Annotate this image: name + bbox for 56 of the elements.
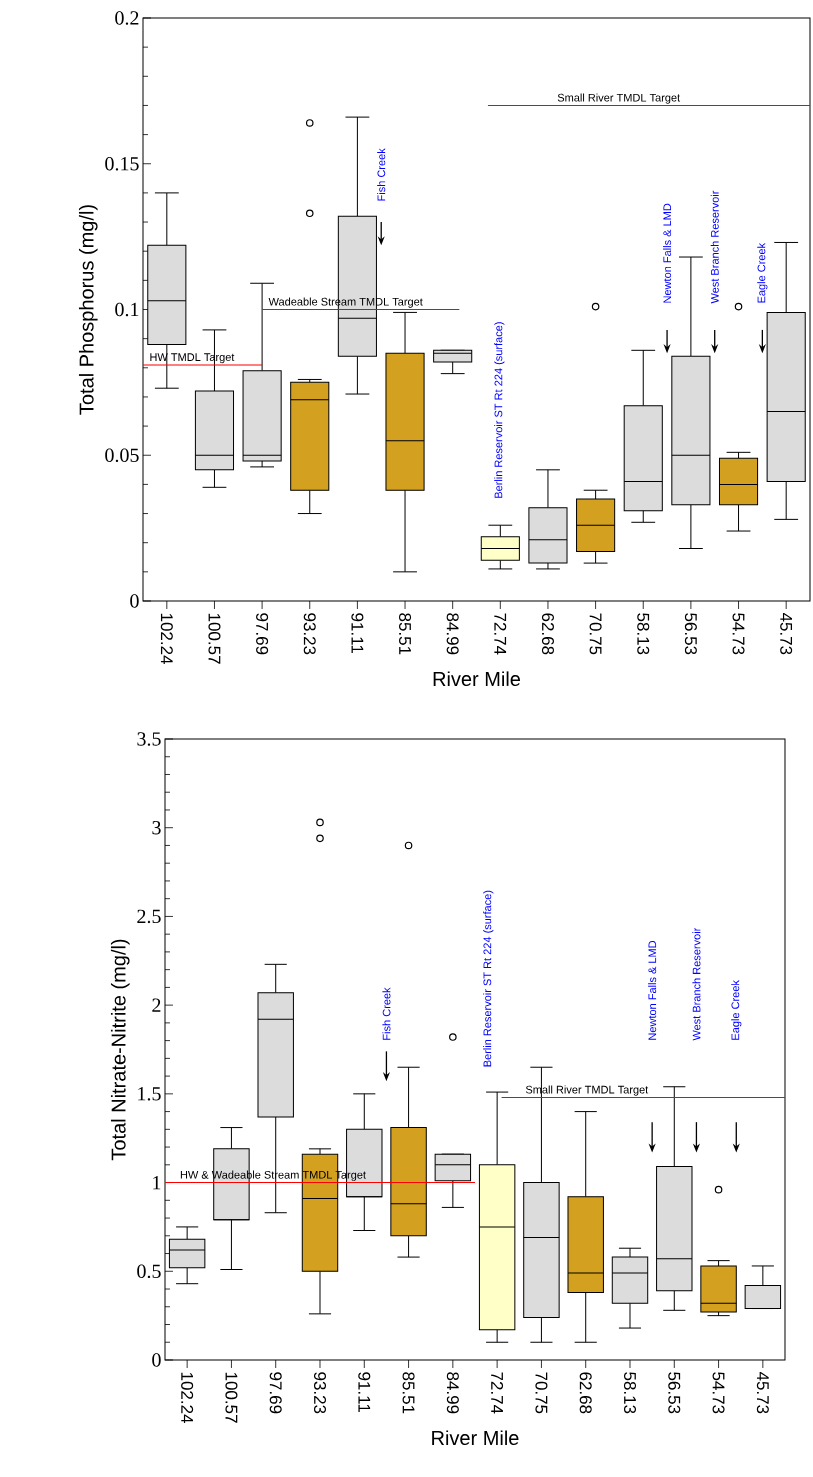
x-tick-label: 70.75 — [589, 613, 602, 655]
x-tick-label: 45.73 — [780, 612, 793, 655]
x-tick-label: 54.73 — [712, 1372, 725, 1414]
x-tick-label: 97.69 — [256, 613, 269, 655]
y-tick-label: 0.05 — [105, 448, 139, 463]
annotation: Berlin Reservoir ST Rt 224 (surface) — [494, 322, 505, 498]
x-tick-label: 70.75 — [535, 1372, 548, 1414]
y-tick-label: 1 — [153, 1175, 161, 1190]
x-tick-label: 93.23 — [303, 613, 316, 655]
y-axis-title: Total Phosphorus (mg/l) — [78, 205, 98, 415]
x-axis-title: River Mile — [433, 671, 521, 687]
y-tick-label: 3 — [152, 820, 161, 835]
annotation: Fish Creek — [382, 987, 391, 1040]
annotation: Fish Creek — [377, 148, 386, 201]
x-tick-label: 45.73 — [756, 1371, 769, 1414]
x-tick-label: 72.74 — [491, 1372, 504, 1414]
y-tick-label: 1.5 — [138, 1087, 161, 1101]
y-tick-label: 2.5 — [137, 909, 161, 924]
x-tick-label: 58.13 — [623, 1372, 637, 1414]
x-tick-label: 102.24 — [181, 1372, 194, 1424]
annotation: Eagle Creek — [757, 242, 768, 303]
x-tick-label: 100.57 — [208, 613, 221, 664]
y-tick-label: 0 — [130, 594, 139, 608]
x-tick-label: 84.99 — [446, 613, 459, 655]
x-tick-label: 100.57 — [225, 1372, 238, 1423]
y-tick-label: 0.2 — [115, 11, 139, 25]
annotation: Newton Falls & LMD — [663, 203, 672, 303]
x-tick-label: 56.53 — [668, 1372, 681, 1414]
x-tick-label: 85.51 — [399, 613, 412, 655]
x-tick-label: 54.73 — [732, 613, 745, 655]
ref-line-label: Small River TMDL Target — [557, 93, 681, 104]
x-tick-label: 72.74 — [494, 613, 507, 655]
y-tick-label: 0.15 — [105, 156, 139, 171]
y-tick-label: 0 — [152, 1353, 161, 1367]
y-tick-label: 0.1 — [115, 302, 139, 317]
x-tick-label: 102.24 — [160, 613, 173, 665]
y-tick-label: 2 — [152, 998, 161, 1012]
y-tick-label: 0.5 — [137, 1264, 161, 1279]
y-axis-title: Total Nitrate-Nitrite (mg/l) — [110, 939, 130, 1161]
annotation: West Branch Reservoir — [710, 190, 719, 304]
x-tick-label: 84.99 — [446, 1372, 459, 1414]
x-tick-label: 62.68 — [579, 1372, 592, 1414]
annotation: Eagle Creek — [731, 980, 742, 1040]
x-tick-label: 97.69 — [269, 1372, 282, 1414]
x-tick-label: 56.53 — [684, 613, 697, 655]
x-tick-label: 58.13 — [637, 613, 650, 655]
y-tick-label: 3.5 — [137, 732, 161, 746]
x-tick-label: 91.11 — [358, 1372, 371, 1412]
x-tick-label: 93.23 — [313, 1372, 327, 1414]
x-axis-title: River Mile — [432, 1430, 519, 1446]
annotation: West Branch Reservoir — [692, 927, 701, 1041]
annotation: Newton Falls & LMD — [648, 940, 657, 1040]
x-tick-label: 85.51 — [402, 1372, 415, 1414]
x-tick-label: 62.68 — [541, 613, 554, 655]
x-tick-label: 91.11 — [351, 613, 364, 653]
annotation: Berlin Reservoir ST Rt 224 (surface) — [483, 890, 494, 1067]
